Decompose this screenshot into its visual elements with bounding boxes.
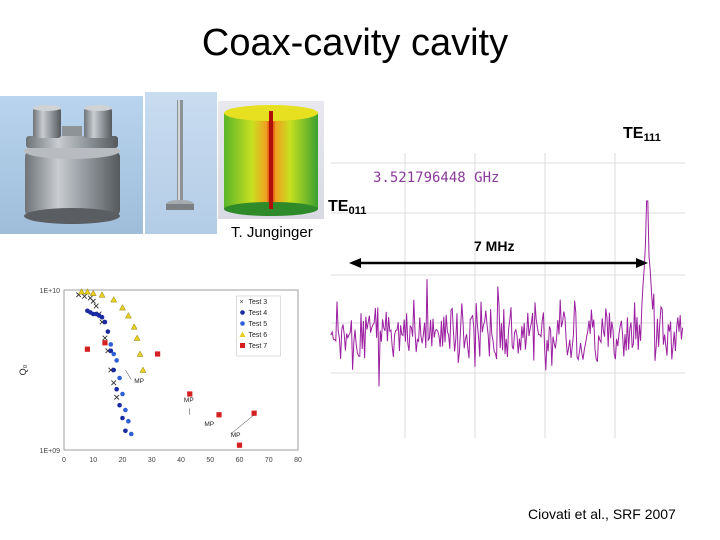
data-point [216, 412, 222, 418]
x-tick-label: 80 [294, 457, 302, 464]
x-tick-label: 0 [62, 457, 66, 464]
x-tick-label: 30 [148, 457, 156, 464]
data-point [119, 304, 126, 311]
data-point [139, 366, 147, 373]
legend-label: Test 4 [249, 310, 268, 317]
data-point [108, 342, 114, 347]
data-point [123, 428, 128, 434]
inner-conductor-photo [145, 92, 217, 234]
data-point [108, 348, 114, 354]
data-point [78, 288, 85, 295]
legend-label: Test 3 [249, 299, 268, 306]
annotation-label: MP [204, 421, 214, 428]
annotation-label: MP [184, 397, 194, 404]
arrow-left-head [349, 258, 361, 268]
legend-label: Test 5 [249, 321, 268, 328]
data-point [133, 334, 141, 341]
field-simulation-image [218, 101, 324, 219]
legend-marker [240, 321, 245, 326]
data-point [251, 410, 257, 416]
data-point [81, 293, 88, 300]
legend-label: Test 7 [249, 343, 268, 350]
x-tick-label: 60 [236, 457, 244, 464]
x-tick-label: 70 [265, 457, 273, 464]
data-point [89, 289, 97, 296]
data-point [117, 402, 122, 408]
data-point [117, 375, 122, 381]
data-point [123, 407, 128, 413]
spectrum-line [330, 200, 684, 387]
y-axis-label: Q₀ [18, 364, 28, 375]
data-point [111, 351, 117, 357]
data-point [120, 415, 125, 421]
data-point [98, 291, 106, 298]
data-point [84, 288, 91, 295]
data-point [99, 314, 105, 320]
frequency-readout: 3.521796448 GHz [373, 170, 499, 186]
y-tick-label: 1E+09 [40, 448, 61, 455]
legend-marker [240, 310, 245, 315]
spectrum-analyzer-trace: 3.521796448 GHz [325, 113, 685, 438]
legend-label: Test 6 [249, 332, 268, 339]
data-point [114, 394, 120, 400]
citation: Ciovati et al., SRF 2007 [528, 506, 676, 522]
data-point [126, 418, 131, 424]
data-point [84, 346, 90, 352]
data-point [102, 340, 108, 346]
cavity-photo [0, 96, 143, 234]
annotation-pointer [125, 369, 132, 380]
x-tick-label: 40 [177, 457, 185, 464]
y-tick-label: 1E+10 [40, 288, 61, 295]
data-point [155, 351, 161, 357]
data-point [102, 335, 108, 341]
data-point [111, 380, 117, 386]
mode-spacing-label: 7 MHz [474, 238, 515, 254]
data-point [114, 358, 119, 363]
photo-credit: T. Junginger [231, 224, 313, 241]
data-point [87, 295, 93, 301]
data-point [125, 312, 132, 319]
data-point [102, 319, 108, 325]
data-point [110, 296, 118, 303]
data-point [187, 391, 193, 397]
x-tick-label: 20 [119, 457, 127, 464]
data-point [130, 323, 138, 330]
plot-frame [63, 289, 299, 451]
mode-label-te011: TE011 [328, 198, 367, 217]
data-point [111, 367, 117, 373]
data-point [120, 391, 125, 397]
annotation-label: MP [134, 378, 144, 385]
data-point [236, 442, 243, 448]
data-point [114, 386, 119, 392]
x-tick-label: 50 [206, 457, 214, 464]
slide-title: Coax-cavity cavity [201, 22, 509, 64]
data-point [136, 350, 144, 357]
legend-marker [239, 331, 246, 337]
data-point [93, 303, 99, 309]
arrow-right-head [636, 258, 648, 268]
data-point [90, 298, 96, 304]
data-point [128, 431, 134, 437]
legend-marker [240, 343, 245, 348]
annotation-label: MP [231, 432, 241, 439]
mode-label-te111: TE111 [623, 125, 661, 144]
x-tick-label: 10 [89, 457, 97, 464]
annotation-pointer [230, 414, 255, 435]
data-point [105, 329, 111, 334]
legend-marker: × [240, 299, 244, 306]
